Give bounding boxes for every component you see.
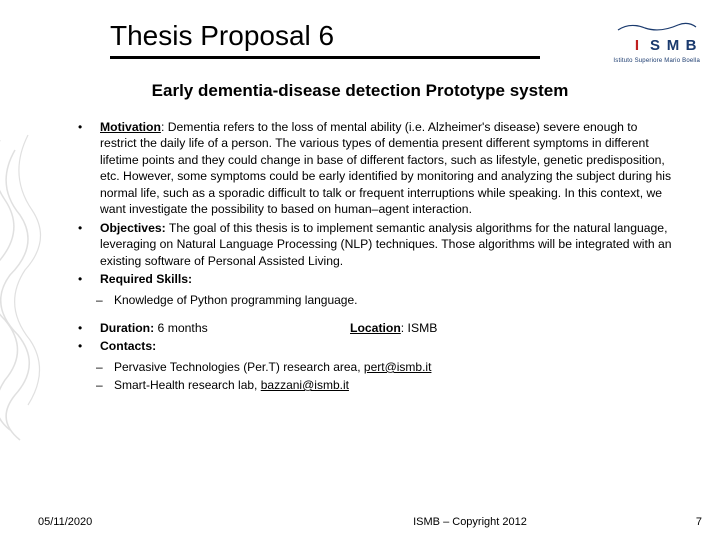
duration-location-item: Duration: 6 months Location: ISMB bbox=[72, 320, 672, 336]
slide-body: Motivation: Dementia refers to the loss … bbox=[0, 101, 720, 393]
contact-2-link[interactable]: bazzani@ismb.it bbox=[261, 378, 349, 392]
contact-1-text: Pervasive Technologies (Per.T) research … bbox=[114, 360, 364, 374]
motivation-label: Motivation bbox=[100, 120, 161, 134]
motivation-text: : Dementia refers to the loss of mental … bbox=[100, 120, 671, 216]
contact-2: Smart-Health research lab, bazzani@ismb.… bbox=[72, 377, 672, 393]
duration-label: Duration: bbox=[100, 321, 154, 335]
skills-label: Required Skills: bbox=[100, 272, 192, 286]
footer-date: 05/11/2020 bbox=[38, 516, 278, 528]
contacts-item: Contacts: bbox=[72, 338, 672, 354]
contacts-label: Contacts: bbox=[100, 339, 156, 353]
location-value: : ISMB bbox=[401, 321, 438, 335]
slide-footer: 05/11/2020 ISMB – Copyright 2012 7 bbox=[0, 516, 720, 528]
contact-1-link[interactable]: pert@ismb.it bbox=[364, 360, 432, 374]
ismb-logo: ISMB Istituto Superiore Mario Boella bbox=[610, 18, 700, 64]
skills-sub-item: Knowledge of Python programming language… bbox=[72, 292, 672, 308]
slide-subtitle: Early dementia-disease detection Prototy… bbox=[0, 81, 720, 101]
location-label: Location bbox=[350, 321, 401, 335]
objectives-label: Objectives: bbox=[100, 221, 166, 235]
contact-1: Pervasive Technologies (Per.T) research … bbox=[72, 359, 672, 375]
objectives-item: Objectives: The goal of this thesis is t… bbox=[72, 220, 672, 269]
skills-item: Required Skills: bbox=[72, 271, 672, 287]
footer-page-number: 7 bbox=[662, 516, 702, 528]
duration-value: 6 months bbox=[154, 321, 208, 335]
page-title: Thesis Proposal 6 bbox=[110, 20, 540, 59]
motivation-item: Motivation: Dementia refers to the loss … bbox=[72, 119, 672, 218]
footer-copyright: ISMB – Copyright 2012 bbox=[278, 516, 662, 528]
objectives-text: The goal of this thesis is to implement … bbox=[100, 221, 672, 268]
logo-subtitle: Istituto Superiore Mario Boella bbox=[610, 58, 700, 64]
contact-2-text: Smart-Health research lab, bbox=[114, 378, 261, 392]
